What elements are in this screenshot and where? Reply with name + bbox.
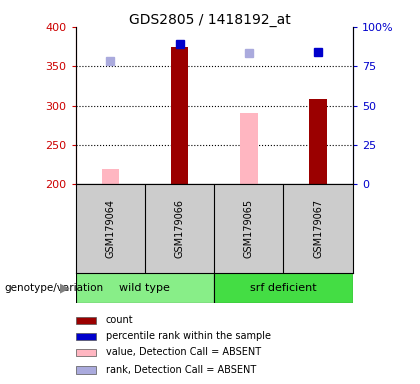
- Bar: [76, 317, 96, 324]
- Text: rank, Detection Call = ABSENT: rank, Detection Call = ABSENT: [106, 365, 256, 375]
- Bar: [214, 273, 353, 303]
- Text: GSM179067: GSM179067: [313, 199, 323, 258]
- Text: count: count: [106, 315, 134, 325]
- Text: GDS2805 / 1418192_at: GDS2805 / 1418192_at: [129, 13, 291, 27]
- Bar: [76, 273, 214, 303]
- Bar: [76, 333, 96, 340]
- Text: genotype/variation: genotype/variation: [4, 283, 103, 293]
- Bar: [102, 169, 119, 184]
- Bar: [76, 366, 96, 374]
- Text: wild type: wild type: [119, 283, 171, 293]
- Bar: [171, 46, 188, 184]
- Text: ▶: ▶: [60, 281, 70, 295]
- Bar: [310, 99, 327, 184]
- Bar: [76, 349, 96, 356]
- Text: GSM179065: GSM179065: [244, 199, 254, 258]
- Text: GSM179066: GSM179066: [175, 199, 184, 258]
- Bar: [240, 114, 257, 184]
- Text: value, Detection Call = ABSENT: value, Detection Call = ABSENT: [106, 348, 261, 358]
- Text: srf deficient: srf deficient: [250, 283, 317, 293]
- Text: GSM179064: GSM179064: [105, 199, 115, 258]
- Text: percentile rank within the sample: percentile rank within the sample: [106, 331, 271, 341]
